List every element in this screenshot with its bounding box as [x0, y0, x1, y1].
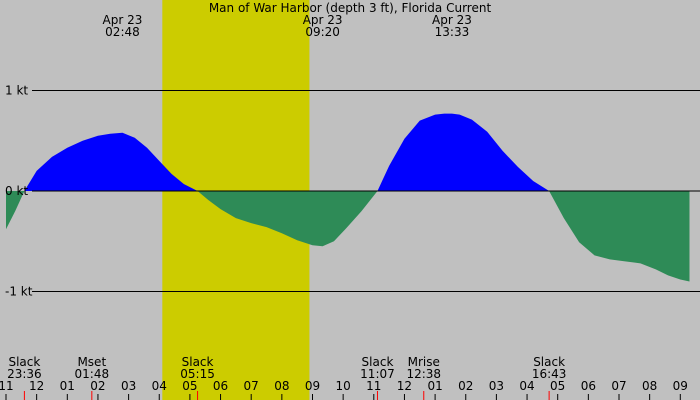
x-tick-label: 08 — [642, 379, 657, 393]
current-areas — [6, 113, 690, 282]
x-tick-label: 07 — [244, 379, 259, 393]
ebb-current-area — [549, 191, 690, 282]
bottom-label-name: Slack — [182, 355, 214, 369]
x-tick-label: 02 — [458, 379, 473, 393]
flood-current-area — [377, 113, 550, 191]
chart-title: Man of War Harbor (depth 3 ft), Florida … — [209, 1, 492, 15]
x-tick-label: 04 — [152, 379, 167, 393]
x-tick-label: 06 — [213, 379, 228, 393]
x-tick-label: 12 — [29, 379, 44, 393]
x-tick-label: 11 — [0, 379, 14, 393]
x-tick-label: 11 — [366, 379, 381, 393]
bottom-label-time: 05:15 — [180, 367, 215, 381]
bottom-label-name: Slack — [8, 355, 40, 369]
bottom-label-time: 01:48 — [75, 367, 110, 381]
bottom-label-time: 12:38 — [406, 367, 441, 381]
x-tick-label: 06 — [581, 379, 596, 393]
bottom-label-name: Slack — [533, 355, 565, 369]
top-label-date: Apr 23 — [303, 13, 343, 27]
top-label-date: Apr 23 — [432, 13, 472, 27]
ebb-current-area — [6, 191, 25, 230]
x-tick-label: 01 — [427, 379, 442, 393]
ebb-current-area — [197, 191, 378, 247]
x-tick-label: 07 — [611, 379, 626, 393]
bottom-label-time: 23:36 — [7, 367, 42, 381]
top-label-time: 02:48 — [105, 25, 140, 39]
y-tick-label: -1 kt — [5, 285, 33, 299]
y-gridlines: 1 kt 0 kt -1 kt — [5, 84, 700, 299]
bottom-label-time: 11:07 — [360, 367, 395, 381]
x-tick-label: 03 — [489, 379, 504, 393]
y-tick-label: 0 kt — [5, 184, 28, 198]
x-tick-label: 09 — [305, 379, 320, 393]
y-tick-label: 1 kt — [5, 84, 28, 98]
top-label-time: 13:33 — [435, 25, 470, 39]
x-tick-label: 02 — [90, 379, 105, 393]
x-tick-label: 01 — [60, 379, 75, 393]
x-tick-label: 04 — [519, 379, 534, 393]
x-tick-label: 12 — [397, 379, 412, 393]
bottom-event-labels: Slack23:36Mset01:48Slack05:15Slack11:07M… — [7, 355, 566, 400]
top-label-time: 09:20 — [305, 25, 340, 39]
x-tick-label: 09 — [673, 379, 688, 393]
bottom-label-name: Mset — [77, 355, 106, 369]
x-tick-label: 03 — [121, 379, 136, 393]
x-axis: 11 12 01 02 03 04 05 06 07 08 09 10 11 12 01 02 03 04 05 06… — [0, 379, 688, 400]
bottom-label-name: Mrise — [408, 355, 440, 369]
x-tick-label: 05 — [182, 379, 197, 393]
flood-current-area — [24, 132, 198, 191]
bottom-label-name: Slack — [362, 355, 394, 369]
top-label-date: Apr 23 — [103, 13, 143, 27]
x-tick-label: 05 — [550, 379, 565, 393]
bottom-label-time: 16:43 — [532, 367, 567, 381]
x-tick-label: 10 — [336, 379, 351, 393]
x-tick-label: 08 — [274, 379, 289, 393]
